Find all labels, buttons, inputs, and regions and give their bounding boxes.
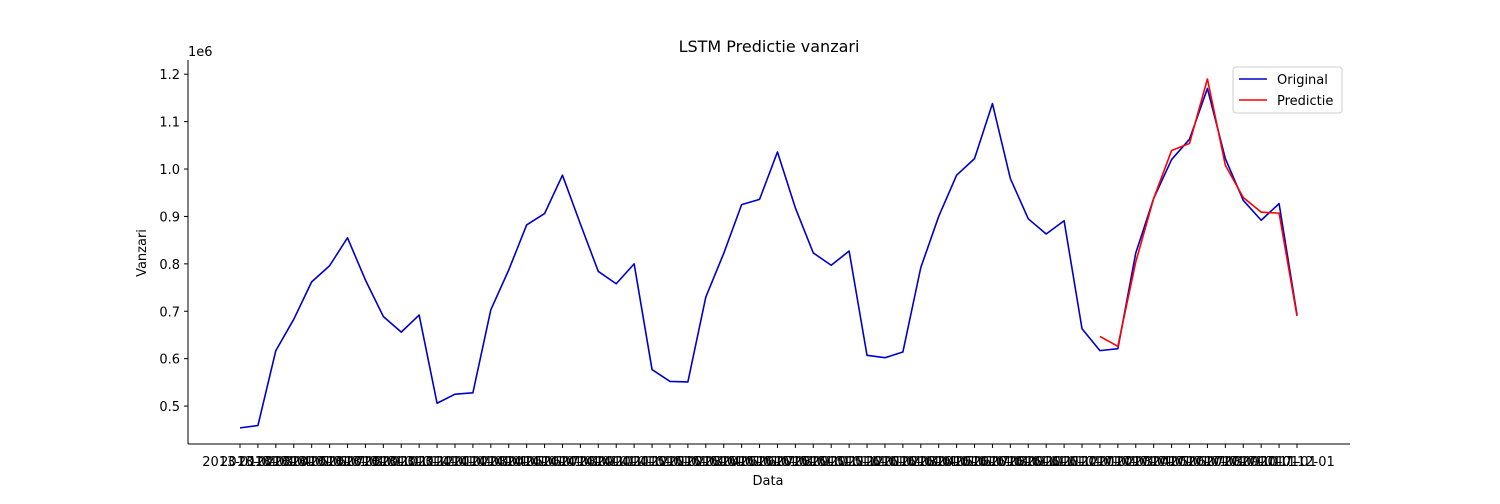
- x-tick-label: 2014-09-01: [561, 455, 637, 470]
- x-tick-label: 2013-04-01: [256, 455, 332, 470]
- series-line-original: [239, 87, 1298, 429]
- y-tick-label: 1.1: [159, 116, 180, 131]
- y-tick-label: 1.2: [159, 68, 180, 83]
- x-tick-label: 2017-10-01: [1223, 455, 1299, 470]
- axes: [187, 60, 1350, 445]
- x-tick-label: 2013-03-01: [238, 455, 314, 470]
- x-tick-label: 2013-09-01: [346, 455, 422, 470]
- x-tick-label: 2016-06-01: [937, 455, 1013, 470]
- x-tick-label: 2014-12-01: [614, 455, 690, 470]
- legend: Original Predictie: [1232, 66, 1343, 114]
- x-tick-label: 2015-10-01: [793, 455, 869, 470]
- ticks: 0.50.60.70.80.91.01.11.22013-01-012013-0…: [159, 68, 1334, 470]
- x-tick-label: 2014-10-01: [578, 455, 654, 470]
- series-lines: [239, 78, 1298, 429]
- legend-label-original: Original: [1277, 73, 1328, 88]
- x-tick-label: 2015-09-01: [776, 455, 852, 470]
- x-tick-label: 2013-10-01: [363, 455, 439, 470]
- x-tick-label: 2015-01-01: [632, 455, 708, 470]
- x-tick-label: 2013-11-01: [381, 455, 457, 470]
- x-tick-label: 2016-12-01: [1044, 455, 1120, 470]
- x-tick-label: 2016-11-01: [1026, 455, 1102, 470]
- x-tick-label: 2014-04-01: [471, 455, 547, 470]
- x-tick-label: 2017-11-01: [1241, 455, 1317, 470]
- x-tick-label: 2015-05-01: [704, 455, 780, 470]
- x-tick-label: 2014-08-01: [543, 455, 619, 470]
- x-tick-label: 2016-02-01: [865, 455, 941, 470]
- x-tick-label: 2017-04-01: [1116, 455, 1192, 470]
- x-tick-label: 2016-10-01: [1008, 455, 1084, 470]
- x-tick-label: 2013-05-01: [274, 455, 350, 470]
- x-axis-label: Data: [752, 474, 783, 489]
- x-tick-label: 2015-07-01: [740, 455, 816, 470]
- y-offset-label: 1e6: [188, 45, 213, 60]
- x-tick-label: 2016-08-01: [973, 455, 1049, 470]
- x-tick-label: 2015-08-01: [758, 455, 834, 470]
- y-tick-label: 0.8: [159, 258, 180, 273]
- x-tick-label: 2014-07-01: [525, 455, 601, 470]
- x-tick-label: 2013-06-01: [292, 455, 368, 470]
- x-tick-label: 2014-01-01: [417, 455, 493, 470]
- x-tick-label: 2015-06-01: [722, 455, 798, 470]
- x-tick-label: 2015-12-01: [829, 455, 905, 470]
- x-tick-label: 2017-05-01: [1134, 455, 1210, 470]
- x-tick-label: 2013-08-01: [328, 455, 404, 470]
- legend-label-predictie: Predictie: [1277, 94, 1333, 109]
- chart-title: LSTM Predictie vanzari: [679, 37, 860, 56]
- x-tick-label: 2013-01-01: [202, 455, 278, 470]
- x-tick-label: 2014-11-01: [596, 455, 672, 470]
- x-tick-label: 2017-01-01: [1062, 455, 1138, 470]
- x-tick-label: 2017-12-01: [1259, 455, 1335, 470]
- x-tick-label: 2017-07-01: [1170, 455, 1246, 470]
- x-tick-label: 2016-03-01: [883, 455, 959, 470]
- y-tick-label: 0.7: [159, 305, 180, 320]
- x-tick-label: 2016-09-01: [990, 455, 1066, 470]
- y-tick-label: 0.9: [159, 210, 180, 225]
- x-tick-label: 2013-07-01: [310, 455, 386, 470]
- y-axis-label: Vanzari: [135, 229, 150, 277]
- y-tick-label: 1.0: [159, 163, 180, 178]
- x-tick-label: 2017-09-01: [1205, 455, 1281, 470]
- y-tick-label: 0.5: [159, 400, 180, 415]
- x-tick-label: 2014-06-01: [507, 455, 583, 470]
- x-tick-label: 2014-05-01: [489, 455, 565, 470]
- x-tick-label: 2017-02-01: [1080, 455, 1156, 470]
- x-tick-label: 2016-05-01: [919, 455, 995, 470]
- x-tick-label: 2016-01-01: [847, 455, 923, 470]
- x-tick-label: 2013-02-01: [220, 455, 296, 470]
- x-tick-label: 2016-04-01: [901, 455, 977, 470]
- x-tick-label: 2014-03-01: [453, 455, 529, 470]
- x-tick-label: 2017-08-01: [1188, 455, 1264, 470]
- x-tick-label: 2017-03-01: [1098, 455, 1174, 470]
- x-tick-label: 2015-04-01: [686, 455, 762, 470]
- x-tick-label: 2014-02-01: [435, 455, 511, 470]
- series-line-predictie: [1099, 78, 1298, 348]
- x-tick-label: 2015-11-01: [811, 455, 887, 470]
- x-tick-label: 2017-06-01: [1152, 455, 1228, 470]
- x-tick-label: 2013-12-01: [399, 455, 475, 470]
- x-tick-label: 2015-02-01: [650, 455, 726, 470]
- x-tick-label: 2016-07-01: [955, 455, 1031, 470]
- y-tick-label: 0.6: [159, 353, 180, 368]
- x-tick-label: 2015-03-01: [668, 455, 744, 470]
